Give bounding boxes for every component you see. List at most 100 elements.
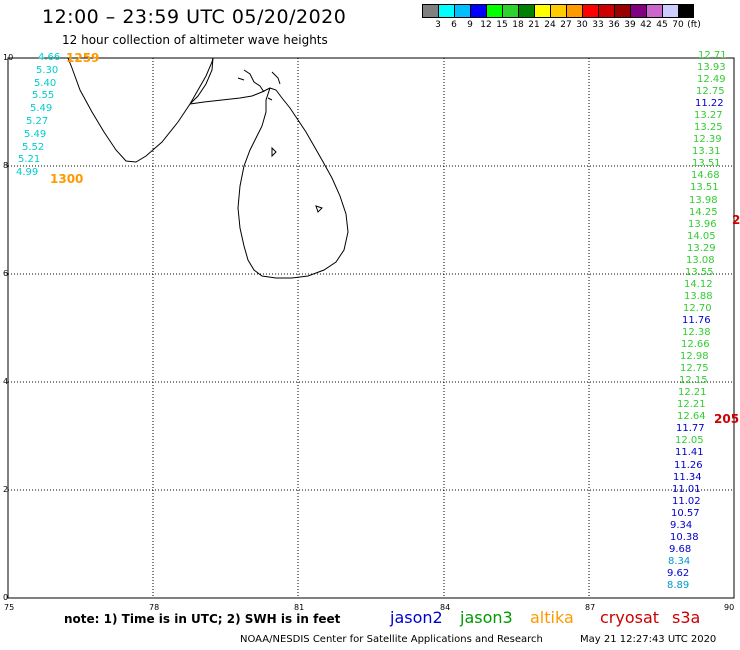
wave-height-value: 4.99 [16,167,39,179]
india-coastline [67,57,214,163]
wave-height-value: 11.77 [676,423,705,435]
color-swatch [438,4,454,18]
wave-height-value: 9.68 [669,543,692,555]
legend-altika: altika [530,608,574,627]
latitude-tick: 2 [3,485,9,494]
wave-height-value: 11.41 [675,447,704,459]
wave-height-value: 12.21 [677,399,706,411]
wave-height-value: 8.89 [667,579,690,591]
wave-height-value: 13.08 [686,254,715,266]
wave-height-value: 13.96 [688,218,717,230]
footnote: note: 1) Time is in UTC; 2) SWH is in fe… [64,612,341,626]
pass-time-label: 1300 [50,172,84,186]
longitude-tick: 81 [294,603,305,612]
wave-height-value: 12.66 [681,339,710,351]
wave-height-value: 11.01 [672,483,701,495]
wave-height-value: 11.22 [695,98,724,110]
longitude-tick: 78 [149,603,160,612]
credit-line: NOAA/NESDIS Center for Satellite Applica… [240,634,543,645]
wave-height-value: 13.27 [694,110,723,122]
color-scale-label: 18 [512,20,524,30]
longitude-tick: 84 [440,603,451,612]
color-scale-bar [422,4,694,18]
india-east-coast [189,57,214,105]
wave-height-value: 12.98 [680,351,709,363]
wave-height-value: 5.21 [18,154,41,166]
generation-timestamp: May 21 12:27:43 UTC 2020 [580,634,717,645]
wave-height-value: 12.64 [677,411,706,423]
wave-height-value: 12.05 [675,435,704,447]
color-swatch [486,4,502,18]
color-scale-label: 12 [480,20,492,30]
latitude-tick: 6 [3,269,9,278]
color-swatch [454,4,470,18]
wave-height-value: 11.76 [682,314,711,326]
longitude-tick: 75 [4,603,15,612]
palk-islands [237,69,323,213]
wave-height-value: 13.88 [684,290,713,302]
grid-lines [8,58,734,598]
latitude-tick: 0 [3,593,9,602]
wave-height-value: 13.55 [685,266,714,278]
color-swatch [630,4,646,18]
color-scale-label: 6 [451,20,457,30]
wave-height-value: 11.34 [673,471,702,483]
wave-height-value: 12.39 [693,134,722,146]
legend-jason3: jason3 [460,608,513,627]
sri-lanka-coastline [237,87,349,279]
color-scale-label: 3 [435,20,441,30]
color-scale-label: 33 [592,20,604,30]
color-swatch [598,4,614,18]
wave-height-value: 12.15 [679,375,708,387]
longitude-tick: 90 [724,603,735,612]
color-scale-label: 15 [496,20,508,30]
color-swatch [614,4,630,18]
wave-height-value: 5.49 [24,128,47,140]
color-scale-label: 30 [576,20,588,30]
wave-height-value: 5.30 [36,64,59,76]
wave-height-value: 13.31 [692,146,721,158]
wave-height-value: 9.34 [670,519,693,531]
wave-height-value: 12.75 [696,86,725,98]
color-scale-label: 21 [528,20,540,30]
wave-height-value: 14.68 [691,170,720,182]
wave-height-value: 12.38 [682,327,711,339]
wave-height-value: 12.21 [678,387,707,399]
pass-time-label: 2 [732,213,740,227]
color-scale-label: 45 [656,20,668,30]
color-swatch [518,4,534,18]
wave-height-value: 5.27 [26,116,49,127]
wave-height-value: 13.98 [689,194,718,206]
color-scale-label: 39 [624,20,636,30]
latitude-tick: 4 [3,377,9,386]
wave-height-value: 13.25 [694,122,723,134]
map-frame [7,57,735,599]
color-swatch [582,4,598,18]
color-scale-label: 9 [467,20,473,30]
wave-height-value: 10.57 [671,507,700,519]
wave-height-value: 14.12 [684,278,713,290]
wave-height-value: 12.70 [683,302,712,314]
pass-time-label: 1259 [66,51,100,65]
wave-height-value: 8.34 [668,555,691,567]
legend-cryosat: cryosat [600,608,660,627]
wave-height-value: 5.55 [32,90,55,102]
color-scale-label: (ft) [687,20,701,30]
india-gulf-coast [189,87,271,105]
color-swatch [550,4,566,18]
wave-height-value: 14.05 [687,230,716,242]
map-title: 12:00 – 23:59 UTC 05/20/2020 [42,6,347,28]
wave-height-value: 10.38 [670,531,699,543]
wave-height-value: 12.71 [698,50,727,61]
map-subtitle: 12 hour collection of altimeter wave hei… [62,33,328,47]
wave-height-value: 5.52 [22,141,45,153]
wave-height-value: 4.66 [38,52,61,63]
wave-height-value: 12.49 [697,74,726,86]
wave-height-value: 5.49 [30,103,53,115]
color-swatch [502,4,518,18]
wave-height-value: 14.25 [689,206,718,218]
legend-jason2: jason2 [390,608,443,627]
color-swatch [534,4,550,18]
